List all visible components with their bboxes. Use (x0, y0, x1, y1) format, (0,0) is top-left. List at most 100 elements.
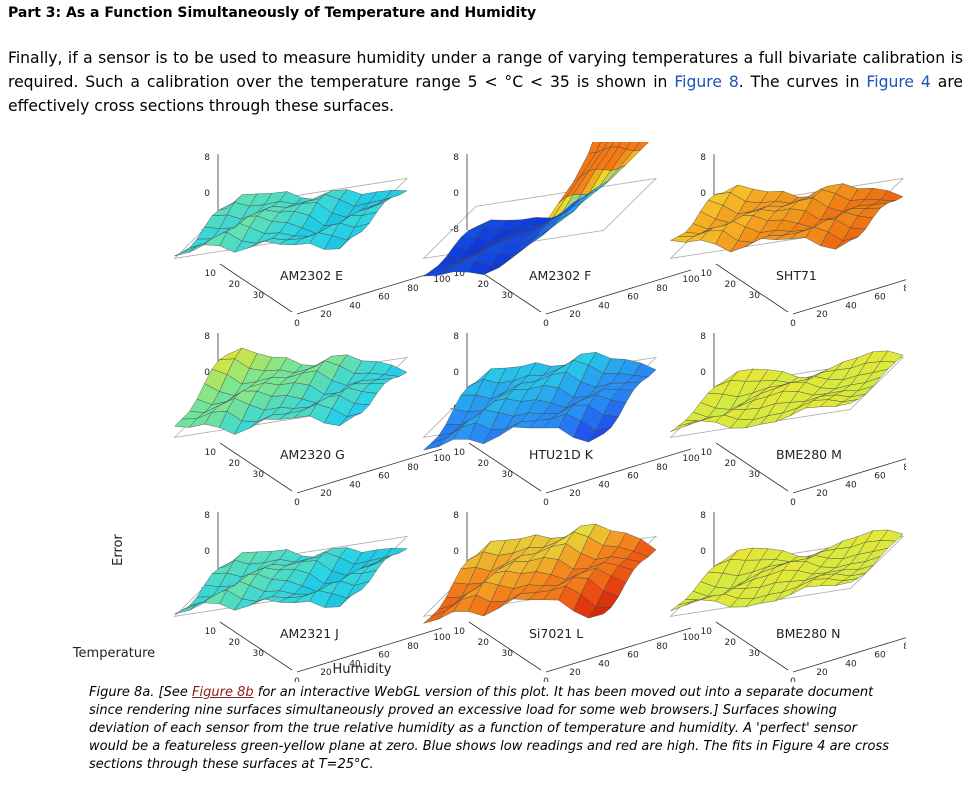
surface-panel: 80-8102030020406080100HTU21D K (422, 332, 700, 508)
humidity-tick-label: 20 (569, 310, 581, 320)
humidity-tick-label: 60 (378, 472, 390, 482)
humidity-tick-label: 40 (845, 659, 857, 669)
humidity-tick-label: 40 (845, 480, 857, 490)
humidity-tick-label: 40 (349, 659, 361, 669)
figure-4-link[interactable]: Figure 4 (866, 73, 931, 91)
section-heading: Part 3: As a Function Simultaneously of … (8, 5, 537, 21)
humidity-tick-label: 40 (598, 659, 610, 669)
temperature-tick-label: 30 (253, 291, 265, 301)
figure-8-link[interactable]: Figure 8 (674, 73, 739, 91)
z-tick-label: 0 (204, 547, 210, 557)
surface-facet (880, 529, 904, 542)
temperature-tick-label: 30 (253, 470, 265, 480)
z-axis-label: Error (111, 534, 126, 566)
temperature-tick-label: 10 (454, 627, 466, 637)
temperature-axis-line (219, 621, 293, 671)
temperature-axis-line (468, 442, 542, 492)
surface-facet (618, 142, 631, 150)
sensor-label: SHT71 (776, 268, 817, 283)
z-tick-label: 0 (204, 368, 210, 378)
humidity-tick-label: 60 (874, 293, 886, 303)
surface-facet (384, 364, 408, 377)
humidity-tick-label: 60 (627, 293, 639, 303)
humidity-axis-line (296, 269, 443, 315)
humidity-tick-label: 20 (816, 668, 828, 678)
figure-8b-link[interactable]: Figure 8b (192, 685, 254, 700)
humidity-tick-label: 80 (656, 284, 668, 294)
humidity-tick-label: 100 (433, 454, 450, 464)
temperature-tick-label: 20 (725, 459, 737, 469)
sensor-label: BME280 N (776, 626, 840, 641)
surface-facet (633, 538, 657, 558)
temperature-tick-label: 30 (502, 649, 514, 659)
temperature-axis-line (715, 263, 789, 313)
temperature-tick-label: 20 (229, 280, 241, 290)
humidity-tick-label: 20 (816, 310, 828, 320)
humidity-axis-line (792, 458, 906, 494)
temperature-axis-line (715, 621, 789, 671)
temperature-axis-line (468, 621, 542, 671)
humidity-tick-label: 20 (569, 489, 581, 499)
surface-facet (603, 142, 614, 150)
temperature-axis-label: Temperature (72, 646, 155, 661)
humidity-tick-label: 100 (682, 633, 699, 643)
temperature-tick-label: 20 (478, 459, 490, 469)
intro-text-1: Finally, if a sensor is to be used to me… (8, 49, 963, 91)
humidity-tick-label: 20 (816, 489, 828, 499)
humidity-tick-label: 60 (627, 472, 639, 482)
humidity-tick-label: 0 (790, 677, 796, 682)
humidity-tick-label: 0 (543, 498, 549, 508)
figure-caption: Figure 8a. [See Figure 8b for an interac… (89, 684, 889, 774)
z-tick-label: 0 (700, 189, 706, 199)
z-tick-label: 8 (700, 332, 706, 342)
sensor-label: AM2302 F (529, 268, 591, 283)
temperature-tick-label: 20 (725, 280, 737, 290)
humidity-axis-line (296, 627, 443, 673)
temperature-tick-label: 10 (205, 269, 217, 279)
humidity-tick-label: 40 (349, 480, 361, 490)
surface-facet (880, 190, 904, 202)
humidity-tick-label: 100 (433, 275, 450, 285)
humidity-axis-line (545, 448, 692, 494)
humidity-tick-label: 0 (790, 498, 796, 508)
humidity-tick-label: 100 (682, 275, 699, 285)
humidity-tick-label: 60 (378, 651, 390, 661)
z-tick-label: 0 (700, 368, 706, 378)
z-tick-label: 8 (204, 153, 210, 163)
surface-facet (610, 142, 622, 148)
surface-facet (625, 142, 641, 152)
humidity-tick-label: 40 (598, 301, 610, 311)
humidity-tick-label: 20 (320, 668, 332, 678)
humidity-tick-label: 80 (407, 284, 419, 294)
surface-panel: 80-8102030020406080100SHT71 (669, 153, 906, 329)
humidity-tick-label: 80 (407, 642, 419, 652)
temperature-tick-label: 10 (701, 448, 713, 458)
humidity-tick-label: 40 (845, 301, 857, 311)
surface-panel: 80-8102030020406080100Si7021 L (422, 511, 700, 682)
temperature-tick-label: 20 (478, 280, 490, 290)
temperature-tick-label: 30 (502, 291, 514, 301)
humidity-tick-label: 100 (433, 633, 450, 643)
sensor-label: AM2320 G (280, 447, 345, 462)
z-tick-label: 0 (204, 189, 210, 199)
temperature-axis-line (219, 442, 293, 492)
caption-text-1: Figure 8a. [See (89, 685, 193, 700)
z-tick-label: 0 (453, 189, 459, 199)
z-tick-label: 0 (700, 547, 706, 557)
humidity-axis-line (792, 637, 906, 673)
humidity-tick-label: 20 (320, 310, 332, 320)
caption-text-2: for an interactive WebGL version of this… (89, 685, 890, 772)
humidity-tick-label: 0 (543, 319, 549, 329)
temperature-axis-line (219, 263, 293, 313)
z-tick-label: 8 (453, 153, 459, 163)
z-tick-label: -8 (450, 225, 459, 235)
humidity-axis-line (545, 627, 692, 673)
temperature-tick-label: 30 (502, 470, 514, 480)
z-tick-label: 8 (204, 332, 210, 342)
humidity-tick-label: 40 (349, 301, 361, 311)
humidity-tick-label: 0 (790, 319, 796, 329)
sensor-label: Si7021 L (529, 626, 583, 641)
